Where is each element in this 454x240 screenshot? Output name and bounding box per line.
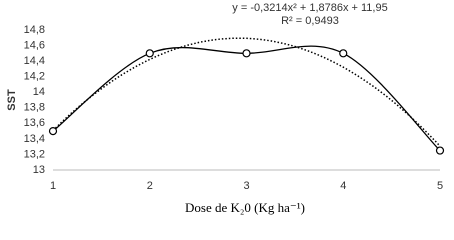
data-point <box>145 49 154 58</box>
y-tick-label: 13,4 <box>24 133 45 145</box>
x-axis-label: Dose de K₂0 (Kg ha⁻¹) <box>185 200 305 215</box>
trend-line <box>52 37 441 147</box>
y-tick-label: 13,8 <box>24 102 45 114</box>
y-tick-label: 14,8 <box>24 24 45 36</box>
x-tick-label: 3 <box>243 180 249 192</box>
y-axis-label: SST <box>6 89 18 111</box>
x-tick-label: 1 <box>50 180 56 192</box>
equation: y = -0,3214x² + 1,8786x + 11,95 <box>232 2 387 14</box>
series-line <box>52 45 441 152</box>
x-tick-label: 2 <box>147 180 153 192</box>
y-tick-label: 14,2 <box>24 71 45 83</box>
y-tick-label: 14 <box>33 86 45 98</box>
x-tick-label: 4 <box>340 180 346 192</box>
x-tick-label: 5 <box>437 180 443 192</box>
y-tick-label: 14,6 <box>24 39 45 51</box>
y-tick-label: 13,6 <box>24 117 45 129</box>
chart: y = -0,3214x² + 1,8786x + 11,95 R² = 0,9… <box>6 2 445 215</box>
data-point <box>242 49 251 58</box>
data-point <box>48 127 58 136</box>
y-tick-label: 13 <box>33 164 45 176</box>
y-tick-label: 14,4 <box>24 55 45 67</box>
r-squared: R² = 0,9493 <box>281 15 339 27</box>
data-point <box>339 49 348 58</box>
y-tick-label: 13,2 <box>24 148 45 160</box>
data-point <box>435 146 445 155</box>
